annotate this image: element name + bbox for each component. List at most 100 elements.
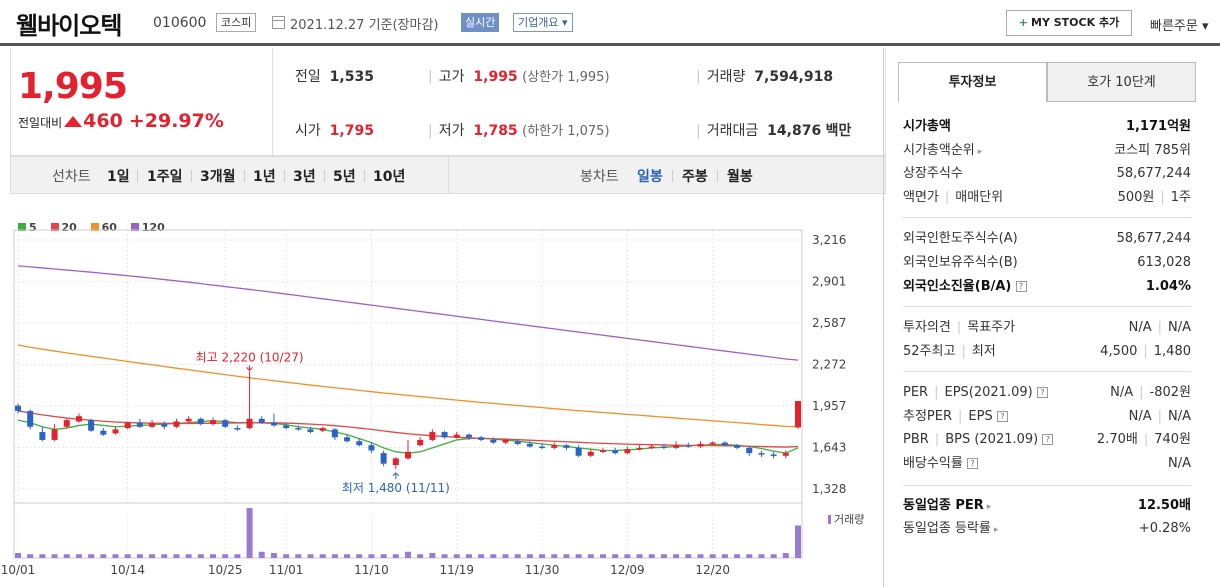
volume-label: 거래량 <box>834 513 864 526</box>
volume-bar <box>197 554 204 558</box>
high-annotation: 최고 2,220 (10/27) <box>196 350 304 364</box>
calendar-icon <box>272 16 285 29</box>
quick-order-dropdown[interactable]: 빠른주문 ▾ <box>1150 19 1209 34</box>
period-1w[interactable]: 1주일 <box>147 169 183 185</box>
candle <box>551 445 558 448</box>
candle <box>673 445 680 448</box>
volume-bar <box>587 554 594 558</box>
volume-bar <box>161 554 168 558</box>
tab-order-book[interactable]: 호가 10단계 <box>1047 62 1196 102</box>
open-price: 시가 1,795 <box>295 123 374 139</box>
candle <box>100 430 107 435</box>
market-cap-rank-row[interactable]: 시가총액순위 ▸ 코스피 785위 <box>903 143 1191 158</box>
candle <box>441 432 448 438</box>
volume-bar <box>344 554 351 558</box>
low-annotation: 최저 1,480 (11/11) <box>342 481 450 495</box>
candle-weekly[interactable]: 주봉 <box>682 169 708 185</box>
per-row: PER | EPS(2021.09) ? N/A | -802원 <box>903 385 1191 400</box>
pbr-row: PBR | BPS (2021.09) ? 2.70배 | 740원 <box>903 432 1191 447</box>
x-tick-label: 12/09 <box>610 563 645 577</box>
low-arrow-icon <box>392 472 400 479</box>
period-5y[interactable]: 5년 <box>333 169 356 185</box>
volume-bar <box>441 554 448 558</box>
volume-legend-swatch <box>828 515 831 524</box>
ma-line-120 <box>17 265 799 361</box>
legend-item-ma20: 20 <box>50 221 77 234</box>
price-summary <box>10 48 886 156</box>
plus-icon: + <box>1018 16 1029 29</box>
candle <box>490 439 497 443</box>
candle <box>600 450 606 452</box>
volume-bar <box>526 554 533 558</box>
candle <box>526 443 533 447</box>
candle-chart-label: 봉차트 <box>580 169 619 185</box>
price-change: 전일대비 460 +29.97% <box>18 110 224 132</box>
candle <box>344 437 351 442</box>
candle <box>636 447 643 450</box>
x-tick-label: 11/19 <box>439 563 474 577</box>
candle <box>75 416 82 422</box>
help-icon: ? <box>966 458 978 469</box>
candle <box>331 429 338 438</box>
volume-bar <box>478 554 485 558</box>
change-label: 전일대비 <box>18 116 63 130</box>
volume-bar <box>770 554 777 558</box>
volume-bar <box>721 554 728 558</box>
ma-legend: 5 20 60 120 <box>18 221 175 234</box>
candle <box>514 441 521 444</box>
industry-per-row[interactable]: 동일업종 PER ▸ 12.50배 <box>903 498 1191 513</box>
volume-bar <box>600 554 606 558</box>
x-tick-label: 11/30 <box>525 563 560 577</box>
market-cap-row: 시가총액 1,171억원 <box>903 119 1191 134</box>
candle <box>112 429 119 434</box>
legend-item-ma5: 5 <box>18 221 37 234</box>
help-icon: ? <box>996 411 1008 422</box>
candle-daily[interactable]: 일봉 <box>637 169 663 185</box>
candle <box>222 420 229 427</box>
realtime-button[interactable]: 실시간 <box>461 13 500 32</box>
period-1y[interactable]: 1년 <box>253 169 276 185</box>
volume-bar <box>210 554 216 558</box>
up-arrow-icon <box>64 116 83 127</box>
candle <box>15 405 21 411</box>
help-icon: ? <box>1015 281 1027 292</box>
ma-line-20 <box>17 410 799 448</box>
volume-bar <box>758 554 765 558</box>
candle <box>734 445 741 448</box>
period-10y[interactable]: 10년 <box>373 169 406 185</box>
company-overview-dropdown[interactable]: 기업개요 ▾ <box>513 13 573 32</box>
candle <box>356 441 363 446</box>
change-percent: +29.97% <box>128 110 224 132</box>
period-3m[interactable]: 3개월 <box>200 169 236 185</box>
volume-bar <box>307 554 314 558</box>
help-icon: ? <box>1036 387 1048 398</box>
tab-investment-info[interactable]: 투자정보 <box>898 62 1047 102</box>
candle <box>417 439 424 446</box>
volume-bar <box>222 554 229 558</box>
volume-bar <box>624 554 631 558</box>
right-panel <box>883 48 1220 587</box>
candle <box>234 428 241 430</box>
candle-monthly[interactable]: 월봉 <box>727 169 753 185</box>
candle <box>283 425 290 429</box>
x-tick-label: 10/25 <box>208 563 243 577</box>
add-my-stock-button[interactable]: + MY STOCK 추가 <box>1006 10 1132 36</box>
volume-bar <box>636 554 643 558</box>
ma-line-60 <box>17 344 799 428</box>
change-value: 460 <box>83 110 123 132</box>
volume-bar <box>270 553 277 558</box>
candle <box>746 447 753 454</box>
industry-change-row[interactable]: 동일업종 등락률 ▸ +0.28% <box>903 521 1191 536</box>
market-badge: 코스피 <box>216 13 257 32</box>
volume-bar <box>648 554 655 558</box>
candle <box>63 420 70 427</box>
volume-bar <box>295 554 302 558</box>
volume-bar <box>331 554 338 558</box>
period-1d[interactable]: 1일 <box>107 169 130 185</box>
price-chart[interactable]: 3,216 2,901 2,587 2,272 1,957 1,643 1,328 10/01… <box>0 225 880 587</box>
period-3y[interactable]: 3년 <box>293 169 316 185</box>
foreign-ratio-row: 외국인소진율(B/A) ? 1.04% <box>903 279 1191 294</box>
candle <box>795 401 801 428</box>
volume-bar <box>660 554 667 558</box>
par-value-row: 액면가 | 매매단위 500원 | 1주 <box>903 190 1191 205</box>
